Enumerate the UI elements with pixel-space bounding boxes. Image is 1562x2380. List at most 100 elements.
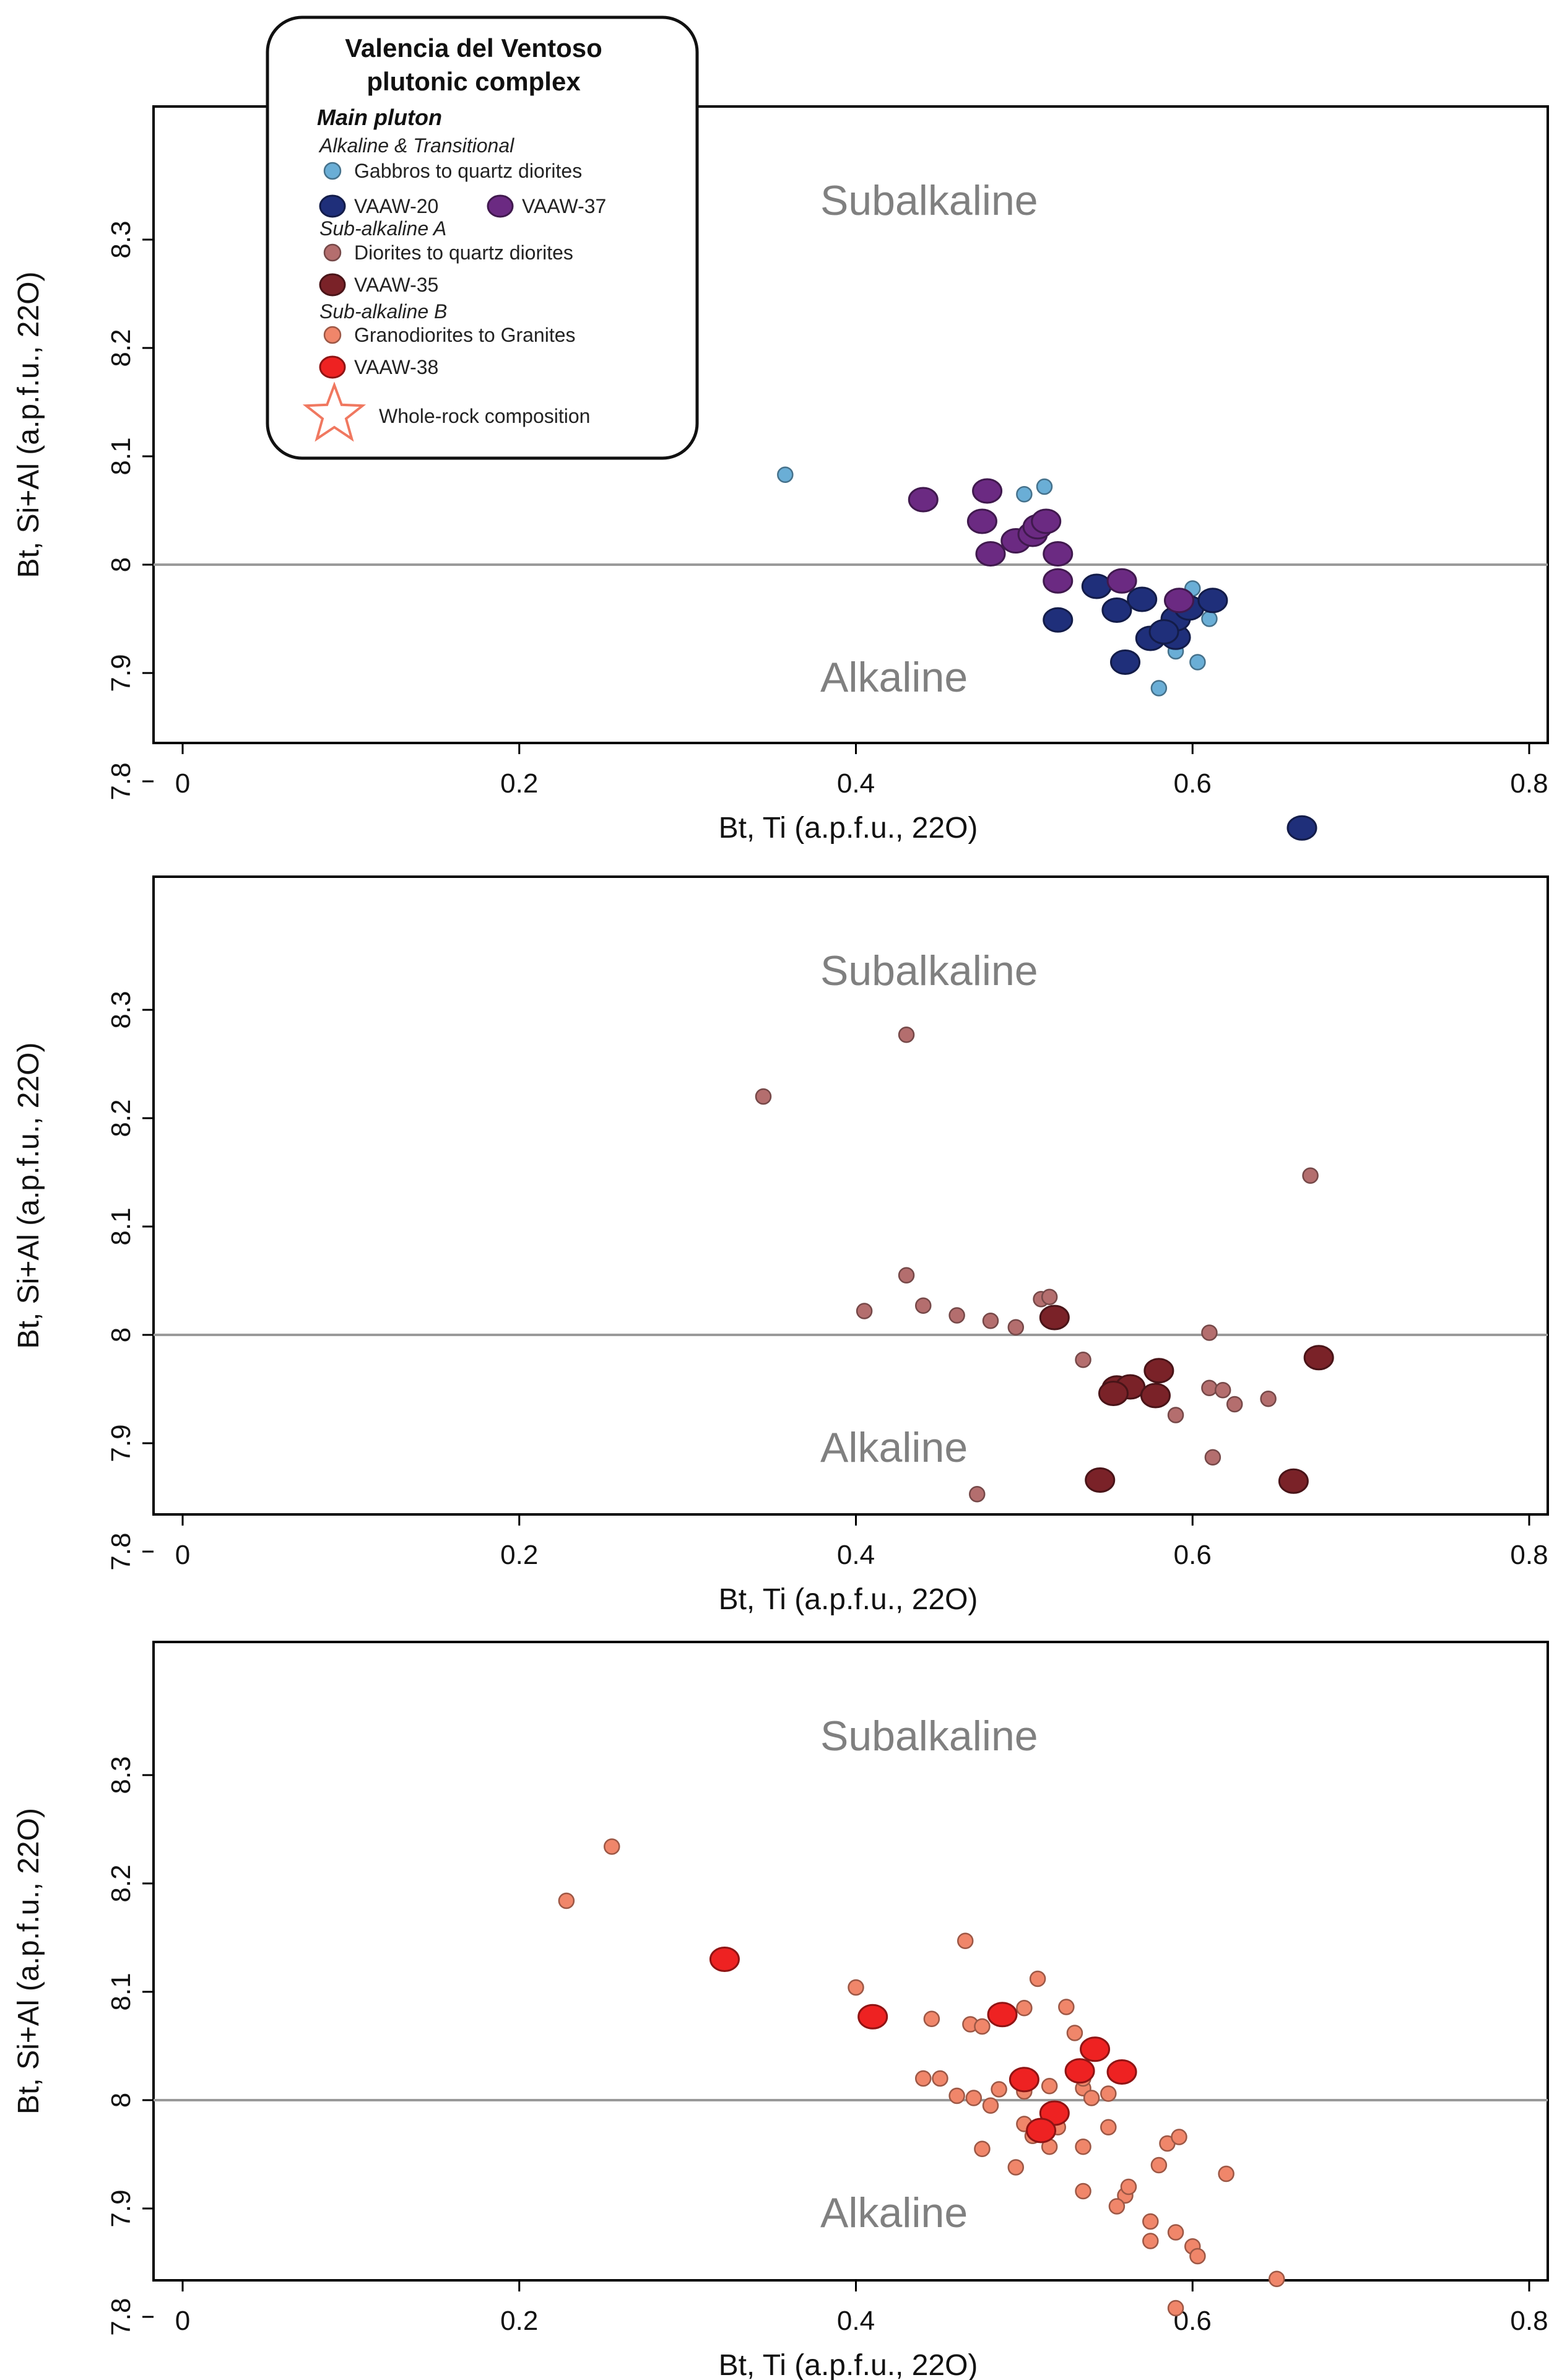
zone-label-subalkaline: Subalkaline — [820, 947, 1038, 994]
data-point — [982, 1313, 999, 1329]
x-tick-label: 0.4 — [837, 768, 875, 799]
data-point — [948, 1307, 965, 1324]
data-point — [1120, 2178, 1137, 2195]
legend-box — [266, 15, 699, 460]
y-tick-label: 8.3 — [106, 991, 136, 1028]
data-point — [558, 1892, 575, 1909]
y-tick-label: 7.8 — [106, 1532, 136, 1570]
data-point — [1007, 2159, 1025, 2176]
data-point — [1167, 2300, 1184, 2317]
data-point — [1100, 2085, 1117, 2102]
chart-panel-3: 0 0.2 0.4 0.6 0.87.87.988.18.28.3Bt, Ti (a.p… — [12, 1641, 1549, 2380]
y-tick-label: 8.1 — [106, 437, 136, 475]
legend: Valencia del Ventoso plutonic complex Main… — [266, 15, 699, 460]
data-point — [1150, 680, 1168, 697]
y-tick-label: 8.2 — [106, 1864, 136, 1902]
data-point — [1031, 508, 1062, 534]
series-diorites-to-quartz-diorites — [755, 1027, 1319, 1503]
data-point — [908, 487, 939, 513]
series-vaaw-38 — [709, 1947, 1137, 2143]
series-vaaw-35 — [1039, 1305, 1334, 1494]
x-tick-label: 0 — [175, 768, 190, 799]
legend-marker — [323, 243, 342, 262]
data-point — [932, 2070, 948, 2087]
series-vaaw-37 — [908, 478, 1194, 614]
data-point — [1302, 1167, 1319, 1184]
data-point — [1189, 654, 1206, 671]
data-point — [857, 2004, 888, 2030]
data-point — [1098, 1381, 1129, 1406]
data-point — [915, 2070, 932, 2087]
data-point — [1108, 2198, 1126, 2215]
legend-item-label: VAAW-37 — [522, 195, 606, 217]
zone-label-subalkaline: Subalkaline — [820, 177, 1038, 224]
data-point — [972, 478, 1003, 504]
data-point — [1041, 1288, 1058, 1305]
x-tick-label: 0.2 — [500, 1540, 538, 1570]
y-tick-label: 8.3 — [106, 1756, 136, 1794]
y-axis-label: Bt, Si+Al (a.p.f.u., 22O) — [12, 1043, 45, 1349]
data-point — [1278, 1468, 1309, 1494]
y-tick-label: 8.2 — [106, 329, 136, 367]
data-point — [1226, 1396, 1243, 1413]
data-point — [1007, 1319, 1025, 1335]
y-tick-label: 8.2 — [106, 1099, 136, 1137]
data-point — [1218, 2165, 1234, 2182]
data-point — [1085, 1467, 1116, 1493]
x-axis-label: Bt, Ti (a.p.f.u., 22O) — [719, 2349, 978, 2380]
legend-subtitle: Main pluton — [317, 105, 442, 130]
zone-label-alkaline: Alkaline — [820, 654, 968, 701]
legend-title: Valencia del Ventoso — [345, 33, 602, 63]
legend-marker — [319, 194, 346, 218]
data-point — [898, 1027, 915, 1043]
legend-marker — [319, 355, 346, 379]
zone-label-alkaline: Alkaline — [820, 1424, 968, 1471]
data-point — [1214, 1382, 1231, 1399]
data-point — [987, 2002, 1018, 2028]
data-point — [1189, 2248, 1206, 2265]
y-tick-label: 8.3 — [106, 220, 136, 258]
data-point — [1143, 1358, 1174, 1384]
star-icon — [302, 381, 367, 442]
data-point — [969, 1486, 986, 1503]
x-tick-label: 0.4 — [837, 2306, 875, 2336]
data-point — [1197, 588, 1228, 614]
data-point — [915, 1297, 932, 1314]
y-tick-label: 7.9 — [106, 654, 136, 692]
data-point — [755, 1088, 772, 1105]
y-tick-label: 8.1 — [106, 1207, 136, 1245]
data-point — [1140, 1383, 1171, 1409]
data-point — [604, 1838, 620, 1855]
y-tick-label: 7.9 — [106, 1424, 136, 1462]
data-point — [1058, 1999, 1075, 2015]
data-point — [1167, 1407, 1184, 1423]
data-point — [1106, 568, 1137, 594]
data-point — [1080, 2036, 1111, 2062]
data-point — [1164, 588, 1194, 614]
x-tick-label: 0.8 — [1510, 768, 1548, 799]
data-point — [1009, 2067, 1039, 2093]
plot-frame — [152, 105, 1549, 744]
data-point — [1043, 568, 1074, 594]
data-point — [974, 2140, 991, 2157]
data-point — [957, 1932, 974, 1949]
data-point — [1106, 2059, 1137, 2085]
data-point — [1043, 541, 1074, 567]
zone-label-subalkaline: Subalkaline — [820, 1713, 1038, 1760]
data-point — [1204, 1449, 1221, 1466]
chart-panel-1: 0 0.2 0.4 0.6 0.8 7.8 7.9 8 8.1 8.2 8.3 Bt, Ti (a.p… — [12, 105, 1549, 845]
x-tick-label: 0 — [175, 2306, 190, 2336]
legend-item-label: Granodiorites to Granites — [354, 324, 576, 346]
x-tick-label: 0.8 — [1510, 2306, 1548, 2336]
legend-item-label: Diorites to quartz diorites — [354, 241, 573, 264]
data-point — [1201, 1324, 1218, 1341]
x-tick-label: 0 — [175, 1540, 190, 1570]
data-point — [991, 2081, 1007, 2098]
data-point — [1043, 607, 1074, 633]
x-axis-label: Bt, Ti (a.p.f.u., 22O) — [719, 1583, 978, 1616]
legend-item-label: VAAW-35 — [354, 274, 438, 296]
data-point — [1026, 2117, 1057, 2143]
data-point — [898, 1267, 915, 1283]
data-point — [1064, 2058, 1095, 2084]
